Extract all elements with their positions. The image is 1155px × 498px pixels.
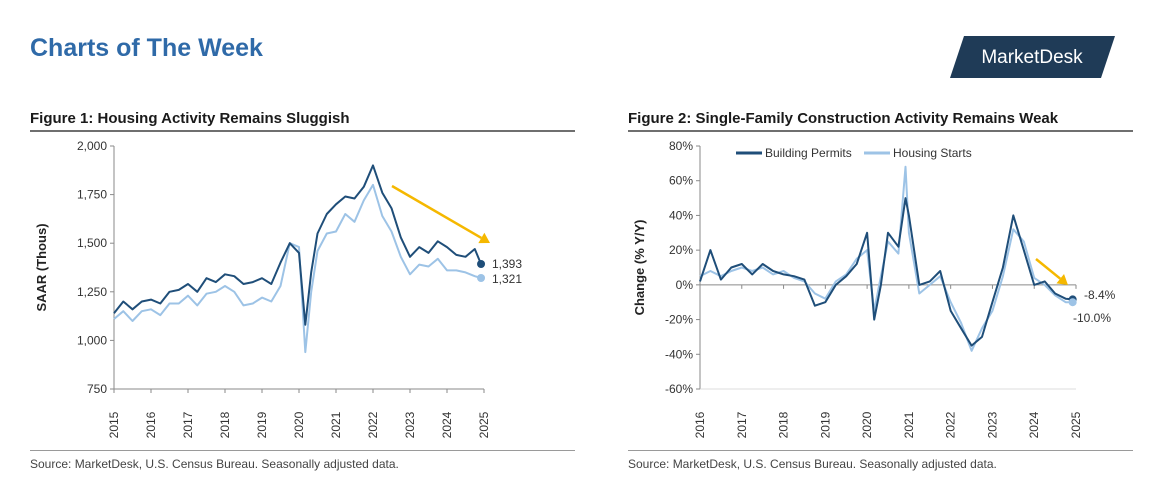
- chart-2-svg: -60% -40% -20% 0% 20% 40% 60% 80% 2016 2017 2018 20…: [632, 139, 1116, 438]
- trend-arrow-head: [1056, 274, 1068, 285]
- y-tick-label: -40%: [665, 347, 693, 361]
- y-tick-label: -60%: [665, 382, 693, 396]
- x-tick-label: 2016: [144, 411, 158, 438]
- series-line-housing-starts: [699, 165, 1073, 352]
- x-tick-label: 2023: [403, 411, 417, 438]
- figure-2-title: Figure 2: Single-Family Construction Act…: [628, 110, 1059, 127]
- y-axis-title: Change (% Y/Y): [632, 220, 647, 316]
- y-tick-label: 20%: [669, 243, 693, 257]
- chart-1-svg: 750 1,000 1,250 1,500 1,750 2,000 2015 2016 2017…: [34, 139, 522, 438]
- x-tick-label: 2020: [860, 411, 874, 438]
- page-title: Charts of The Week: [30, 34, 263, 62]
- y-tick-label: 40%: [669, 208, 693, 222]
- end-value-label: -8.4%: [1084, 288, 1116, 302]
- y-tick-label: 1,250: [77, 285, 107, 299]
- y-axis-title: SAAR (Thous): [34, 223, 49, 311]
- y-tick-label: 750: [87, 382, 107, 396]
- end-value-label: -10.0%: [1073, 311, 1111, 325]
- y-tick-label: 0%: [676, 278, 694, 292]
- x-tick-label: 2019: [818, 411, 832, 438]
- figure-2-chart: -60% -40% -20% 0% 20% 40% 60% 80% 2016 2017 2018 20…: [628, 135, 1133, 445]
- y-tick-label: 2,000: [77, 139, 107, 153]
- y-tick-label: 80%: [669, 139, 693, 153]
- figure-1-bottom-rule: [30, 450, 575, 451]
- x-tick-label: 2022: [366, 411, 380, 438]
- x-tick-label: 2015: [107, 411, 121, 438]
- figure-2-top-rule: [628, 130, 1133, 132]
- brand-text: MarketDesk: [981, 47, 1083, 68]
- x-tick-label: 2021: [329, 411, 343, 438]
- y-tick-label: 60%: [669, 174, 693, 188]
- x-tick-label: 2017: [735, 411, 749, 438]
- figure-1-chart: 750 1,000 1,250 1,500 1,750 2,000 2015 2016 2017…: [30, 135, 575, 445]
- x-tick-label: 2025: [477, 411, 491, 438]
- x-tick-label: 2018: [218, 411, 232, 438]
- figure-1-title: Figure 1: Housing Activity Remains Slugg…: [30, 110, 350, 127]
- brand-logo: MarketDesk: [950, 36, 1115, 78]
- x-tick-label: 2024: [440, 411, 454, 438]
- figure-2-source: Source: MarketDesk, U.S. Census Bureau. …: [628, 457, 997, 471]
- x-tick-label: 2018: [777, 411, 791, 438]
- trend-arrow-head: [478, 232, 490, 244]
- y-tick-label: 1,500: [77, 236, 107, 250]
- x-tick-label: 2017: [181, 411, 195, 438]
- x-tick-label: 2019: [255, 411, 269, 438]
- end-point-marker: [477, 260, 486, 269]
- figure-1-source: Source: MarketDesk, U.S. Census Bureau. …: [30, 457, 399, 471]
- series-line-light: [113, 183, 482, 354]
- end-value-label: 1,393: [492, 257, 522, 271]
- x-tick-label: 2022: [944, 411, 958, 438]
- figure-2-bottom-rule: [628, 450, 1133, 451]
- trend-arrow-shaft: [391, 184, 482, 240]
- legend-label: Housing Starts: [893, 146, 972, 160]
- x-tick-label: 2020: [292, 411, 306, 438]
- x-tick-label: 2025: [1069, 411, 1083, 438]
- x-tick-label: 2023: [985, 411, 999, 438]
- legend-label: Building Permits: [765, 146, 852, 160]
- x-tick-label: 2021: [902, 411, 916, 438]
- x-tick-label: 2016: [693, 411, 707, 438]
- y-tick-label: 1,750: [77, 188, 107, 202]
- series-line-dark: [113, 164, 482, 326]
- end-value-label: 1,321: [492, 272, 522, 286]
- trend-arrow-shaft: [1035, 258, 1062, 280]
- y-tick-label: -20%: [665, 313, 693, 327]
- figure-1-top-rule: [30, 130, 575, 132]
- y-tick-label: 1,000: [77, 333, 107, 347]
- series-line-building-permits: [699, 197, 1073, 347]
- x-tick-label: 2024: [1027, 411, 1041, 438]
- end-point-marker: [1068, 298, 1077, 307]
- end-point-marker: [477, 273, 486, 282]
